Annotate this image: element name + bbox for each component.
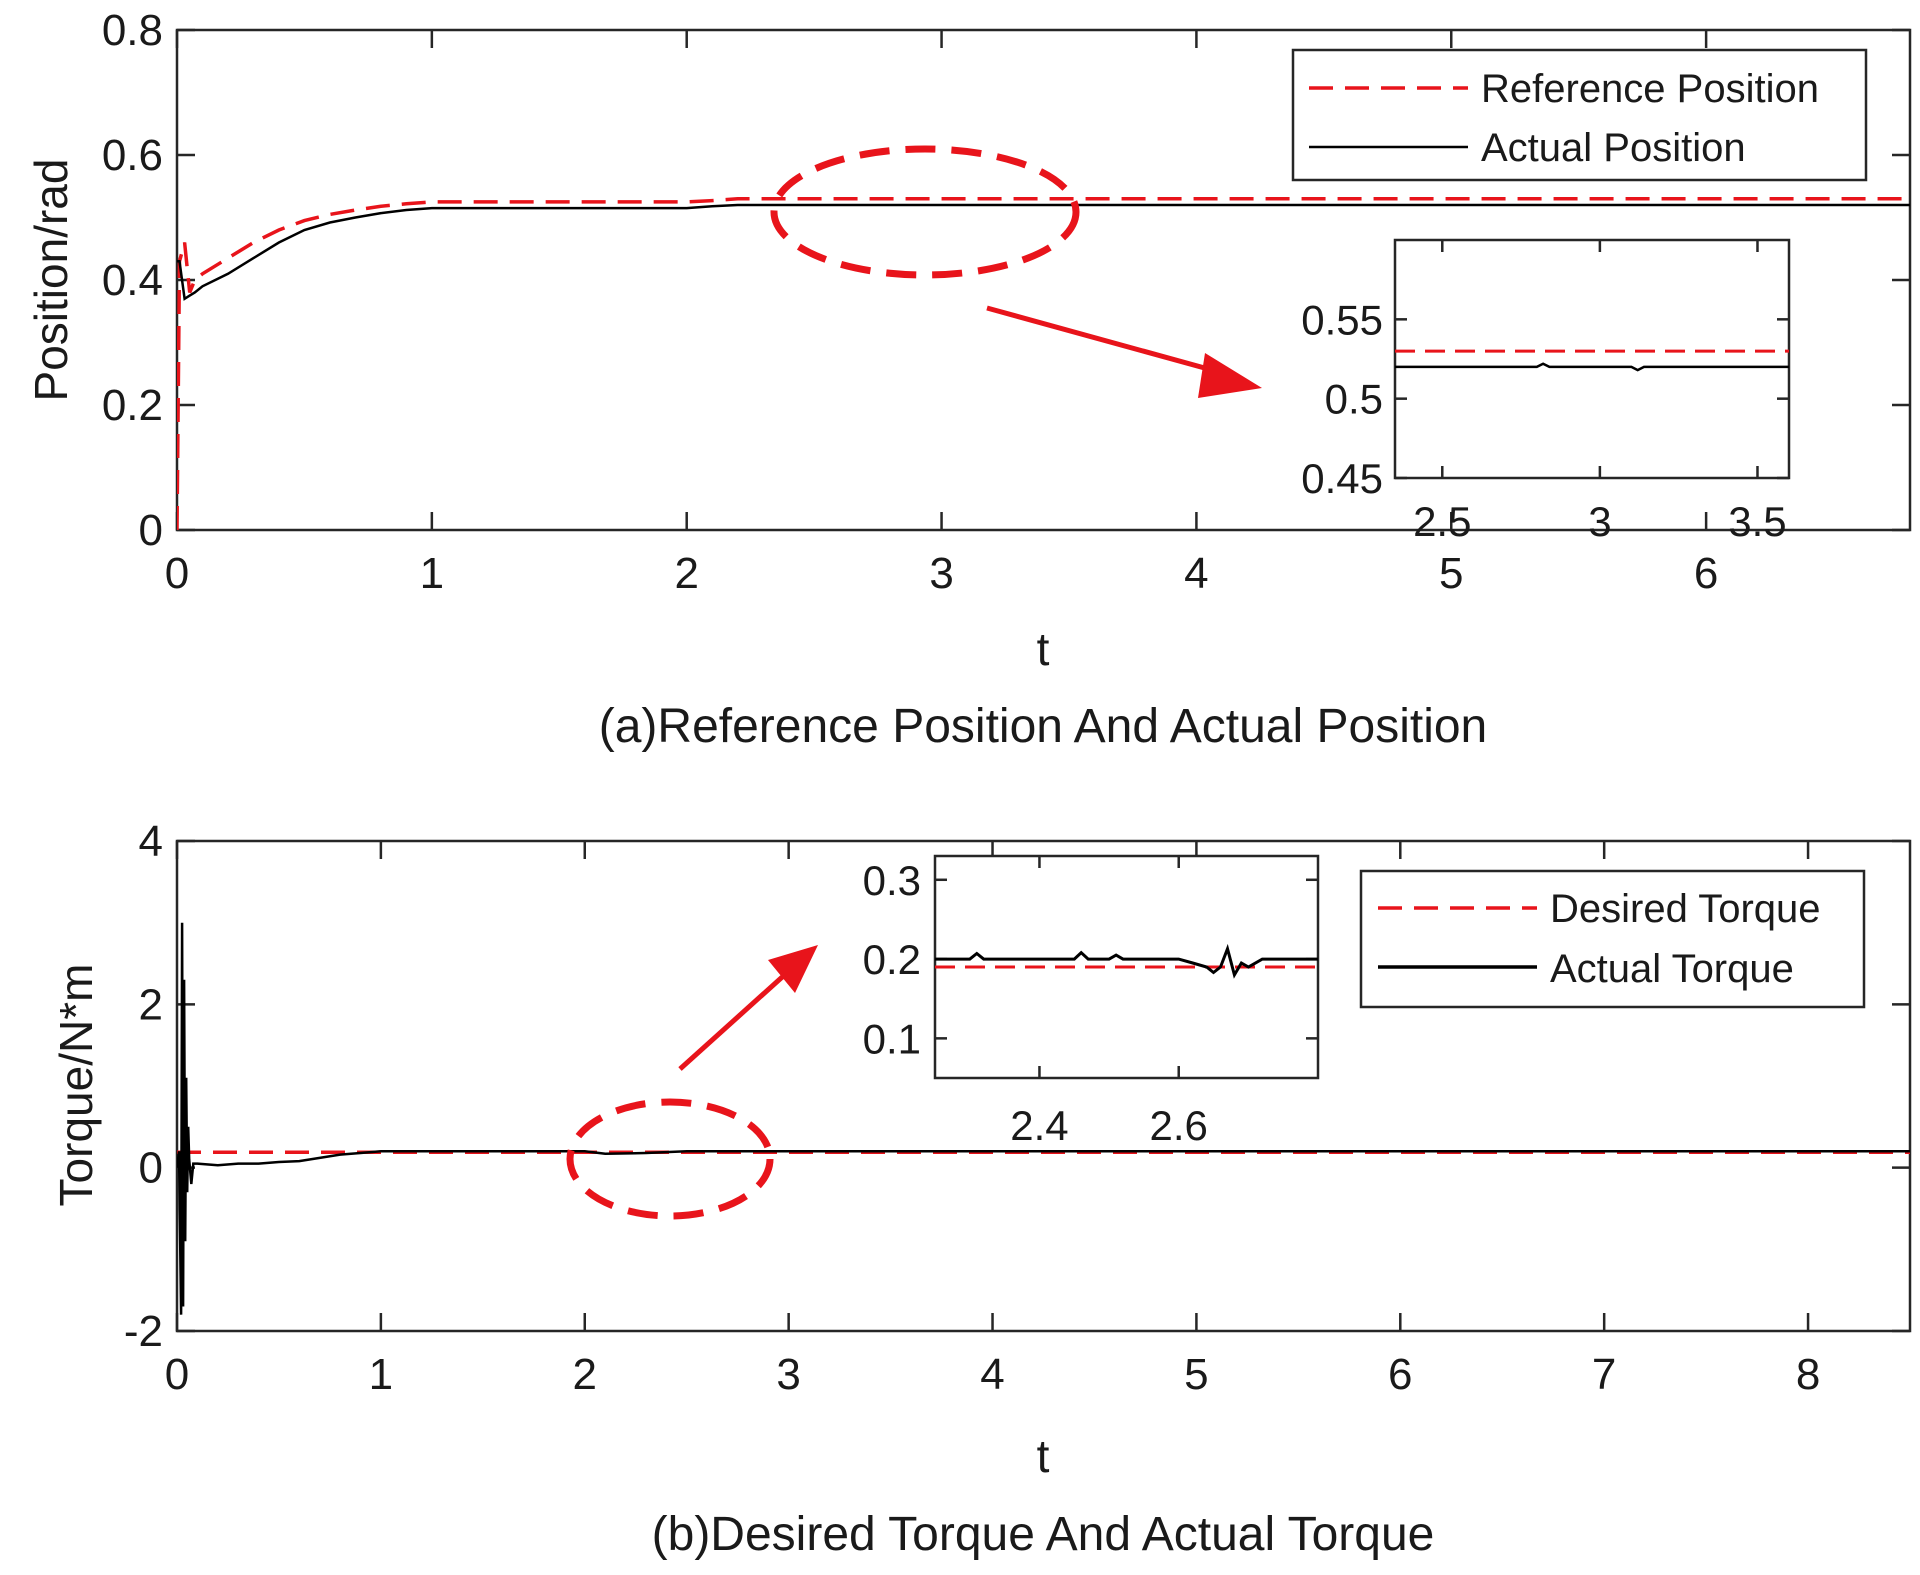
ain-y-tick-label: 0.45 (1301, 455, 1383, 502)
a-y-tick-label: 0.6 (102, 131, 163, 180)
a-x-tick-label: 0 (165, 549, 189, 598)
ain-y-tick-label: 0.5 (1325, 376, 1383, 423)
zoom-arrow-head-a (1198, 353, 1262, 398)
actual-torque-line (177, 922, 1910, 1315)
b-x-tick-label: 6 (1388, 1350, 1412, 1399)
inset-a: 2.5 3 3.5 0.45 0.5 0.55 (1301, 238, 1791, 545)
inset-frame-a (1393, 238, 1791, 480)
caption-a: (a)Reference Position And Actual Positio… (599, 700, 1488, 753)
b-y-tick-label: 4 (139, 817, 163, 866)
a-x-tick-label: 1 (420, 549, 444, 598)
x-tick-labels-a: 0 1 2 3 4 5 6 (165, 549, 1719, 598)
bin-y-tick-label: 0.1 (863, 1015, 921, 1062)
x-axis-label-b: t (1037, 1430, 1050, 1482)
a-y-tick-label: 0 (139, 506, 163, 555)
inset-ticks-a (1395, 240, 1789, 480)
a-x-tick-label: 3 (929, 549, 953, 598)
b-x-tick-label: 1 (369, 1350, 393, 1399)
a-y-tick-label: 0.4 (102, 256, 163, 305)
ain-x-tick-label: 3 (1588, 498, 1611, 545)
bin-x-tick-label: 2.6 (1150, 1102, 1208, 1149)
b-y-tick-label: 2 (139, 980, 163, 1029)
zoom-arrow-head-b (768, 945, 818, 993)
bin-y-tick-label: 0.2 (863, 936, 921, 983)
ain-y-tick-label: 0.55 (1301, 296, 1383, 343)
a-x-tick-label: 5 (1439, 549, 1463, 598)
zoom-arrow-b (678, 968, 792, 1071)
b-x-tick-label: 8 (1796, 1350, 1820, 1399)
inset-b: 2.4 2.6 0.1 0.2 0.3 (863, 854, 1320, 1149)
legend-b: Desired Torque Actual Torque (1359, 869, 1866, 1009)
legend-label-actual-position: Actual Position (1481, 126, 1746, 170)
b-y-tick-label: 0 (139, 1144, 163, 1193)
y-tick-labels-b: -2 0 2 4 (124, 817, 163, 1356)
bin-y-tick-label: 0.3 (863, 857, 921, 904)
a-x-tick-label: 6 (1694, 549, 1718, 598)
inset-y-tick-labels-a: 0.45 0.5 0.55 (1301, 296, 1383, 502)
x-tick-labels-b: 0 1 2 3 4 5 6 7 8 (165, 1350, 1821, 1399)
y-tick-labels-a: 0 0.2 0.4 0.6 0.8 (102, 6, 163, 555)
caption-b: (b)Desired Torque And Actual Torque (652, 1508, 1435, 1561)
b-x-tick-label: 2 (573, 1350, 597, 1399)
panel-a: 0 1 2 3 4 5 6 0 0.2 0.4 0.6 0.8 t Position/rad (a)… (25, 6, 1912, 753)
highlight-ellipse-b (566, 1098, 774, 1220)
inset-actual-torque-line (935, 943, 1318, 979)
a-y-tick-label: 0.8 (102, 6, 163, 55)
b-x-tick-label: 0 (165, 1350, 189, 1399)
inset-x-tick-labels-b: 2.4 2.6 (1010, 1102, 1208, 1149)
a-x-tick-label: 4 (1184, 549, 1208, 598)
inset-actual-position-line (1395, 362, 1789, 372)
zoom-arrow-a (986, 305, 1231, 378)
legend-box-a (1291, 48, 1868, 182)
legend-box-b (1359, 869, 1866, 1009)
b-y-tick-label: -2 (124, 1307, 163, 1356)
y-axis-label-a: Position/rad (25, 159, 77, 402)
ain-x-tick-label: 2.5 (1413, 498, 1471, 545)
y-axis-label-b: Torque/N*m (50, 964, 102, 1207)
b-x-tick-label: 5 (1184, 1350, 1208, 1399)
ain-x-tick-label: 3.5 (1728, 498, 1786, 545)
x-axis-label-a: t (1037, 623, 1050, 675)
b-x-tick-label: 7 (1592, 1350, 1616, 1399)
inset-x-tick-labels-a: 2.5 3 3.5 (1413, 498, 1787, 545)
legend-label-actual-torque: Actual Torque (1550, 947, 1794, 991)
a-y-tick-label: 0.2 (102, 381, 163, 430)
inset-y-tick-labels-b: 0.1 0.2 0.3 (863, 857, 921, 1063)
legend-label-desired-torque: Desired Torque (1550, 887, 1821, 931)
b-x-tick-label: 3 (776, 1350, 800, 1399)
b-x-tick-label: 4 (980, 1350, 1004, 1399)
a-x-tick-label: 2 (674, 549, 698, 598)
reference-position-line (177, 197, 1910, 530)
highlight-ellipse-a (770, 145, 1080, 279)
actual-position-line (177, 203, 1910, 301)
bin-x-tick-label: 2.4 (1010, 1102, 1068, 1149)
legend-label-reference-position: Reference Position (1481, 67, 1819, 111)
legend-a: Reference Position Actual Position (1291, 48, 1868, 182)
